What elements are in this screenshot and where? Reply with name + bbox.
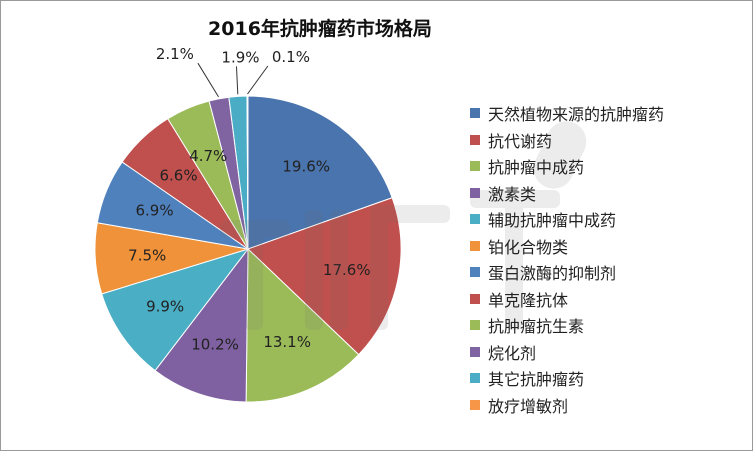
pie-slice (247, 95, 393, 250)
slice-data-label: 0.1% (272, 48, 310, 66)
legend-item: 铂化合物类 (470, 233, 664, 260)
slice-data-label: 4.7% (189, 147, 227, 165)
legend-swatch (470, 134, 480, 145)
legend-swatch (470, 187, 480, 198)
legend-swatch (470, 240, 480, 251)
legend-label: 其它抗肿瘤药 (488, 370, 585, 390)
legend-swatch (470, 373, 480, 384)
legend-item: 其它抗肿瘤药 (470, 365, 664, 392)
legend-item: 抗肿瘤抗生素 (470, 312, 664, 339)
legend-label: 抗代谢药 (488, 131, 553, 151)
legend-swatch (470, 267, 480, 278)
chart-legend: 天然植物来源的抗肿瘤药 抗代谢药抗肿瘤中成药 激素类辅助抗肿瘤中成药 铂化合物类蛋白激… (470, 100, 664, 418)
legend-label: 铂化合物类 (488, 237, 569, 257)
slice-data-label: 19.6% (282, 157, 330, 175)
slice-data-label: 13.1% (263, 333, 311, 351)
legend-item: 蛋白激酶的抑制剂 (470, 259, 664, 286)
legend-label: 放疗增敏剂 (488, 396, 569, 416)
pie-slice (154, 247, 249, 403)
legend-swatch (470, 214, 480, 225)
legend-label: 蛋白激酶的抑制剂 (488, 264, 617, 284)
legend-swatch (470, 399, 480, 410)
legend-swatch (470, 108, 480, 119)
slice-data-label: 6.9% (136, 202, 174, 220)
legend-item: 放疗增敏剂 (470, 392, 664, 419)
legend-label: 激素类 (488, 184, 537, 204)
slice-data-label: 10.2% (191, 335, 239, 353)
pie-slice (247, 197, 402, 356)
legend-label: 单克隆抗体 (488, 290, 569, 310)
chart-title: 2016年抗肿瘤药市场格局 (208, 18, 432, 40)
legend-label: 辅助抗肿瘤中成药 (488, 211, 617, 231)
label-leader-line (235, 66, 239, 95)
legend-swatch (470, 293, 480, 304)
legend-item: 辅助抗肿瘤中成药 (470, 206, 664, 233)
slice-data-label: 17.6% (323, 261, 371, 279)
slice-data-label: 7.5% (128, 246, 166, 264)
label-leader-line (247, 65, 269, 95)
legend-item: 抗肿瘤中成药 (470, 153, 664, 180)
legend-label: 抗肿瘤中成药 (488, 158, 585, 178)
slice-data-label: 1.9% (221, 48, 259, 66)
legend-item: 烷化剂 (470, 339, 664, 366)
slice-data-label: 2.1% (156, 45, 194, 63)
slice-data-label: 9.9% (146, 298, 184, 316)
pie-slice (246, 95, 249, 250)
pie-slice (101, 248, 250, 372)
legend-item: 单克隆抗体 (470, 286, 664, 313)
legend-label: 抗肿瘤抗生素 (488, 317, 585, 337)
legend-item: 抗代谢药 (470, 127, 664, 154)
label-leader-line (197, 62, 219, 98)
legend-swatch (470, 320, 480, 331)
legend-swatch (470, 346, 480, 357)
legend-item: 激素类 (470, 180, 664, 207)
legend-swatch (470, 161, 480, 172)
legend-item: 天然植物来源的抗肿瘤药 (470, 100, 664, 127)
slice-data-label: 6.6% (159, 167, 197, 185)
legend-label: 天然植物来源的抗肿瘤药 (488, 105, 665, 125)
pie-slice (245, 247, 360, 403)
legend-label: 烷化剂 (488, 343, 537, 363)
